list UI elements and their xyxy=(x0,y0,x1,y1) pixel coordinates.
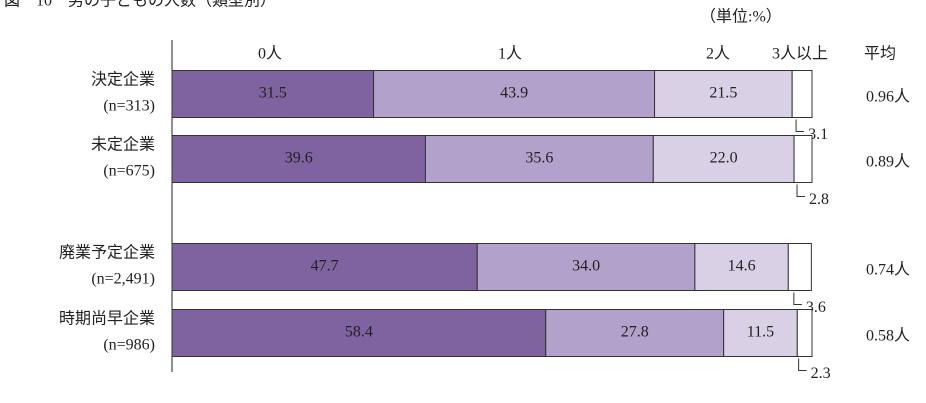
bar-segment xyxy=(791,70,813,118)
value-label: 35.6 xyxy=(525,150,553,167)
bar-segment xyxy=(171,70,375,118)
value-label: 34.0 xyxy=(572,258,600,275)
value-label: 27.8 xyxy=(621,324,649,341)
category-label: 時期尚早企業 xyxy=(59,310,155,328)
bar-segment xyxy=(171,135,426,183)
value-label: 31.5 xyxy=(259,85,287,102)
bar-segment xyxy=(373,70,656,118)
category-label: 決定企業 xyxy=(91,71,155,89)
value-label: 22.0 xyxy=(710,150,738,167)
value-label: 2.8 xyxy=(809,191,829,208)
bar-segment xyxy=(545,309,725,357)
category-label: 未定企業 xyxy=(91,136,155,154)
value-label: 47.7 xyxy=(311,258,339,275)
bar-segment xyxy=(424,135,654,183)
value-label: 43.9 xyxy=(500,85,528,102)
leader-line xyxy=(793,292,802,305)
bar-segment xyxy=(796,309,813,357)
average-label: 0.96人 xyxy=(866,88,910,106)
average-label: 0.74人 xyxy=(866,261,910,279)
bar-segment xyxy=(787,243,812,291)
category-label: 廃業予定企業 xyxy=(59,244,155,262)
value-label: 39.6 xyxy=(285,150,313,167)
bar-segment xyxy=(793,135,813,183)
value-label: 14.6 xyxy=(728,258,756,275)
chart-title: 図 10 男の子どもの人数（類型別） xyxy=(4,0,276,10)
average-label: 0.58人 xyxy=(866,327,910,345)
value-label: 3.1 xyxy=(808,126,828,143)
value-label: 2.3 xyxy=(811,365,831,382)
leader-line xyxy=(795,119,805,132)
value-label: 58.4 xyxy=(345,324,373,341)
legend-label: 1人 xyxy=(498,45,522,63)
unit-label: （単位:%） xyxy=(700,8,782,26)
bar-segment xyxy=(652,135,795,183)
value-label: 21.5 xyxy=(709,85,737,102)
leader-line xyxy=(796,184,806,197)
bar-segment xyxy=(654,70,793,118)
legend-label: 2人 xyxy=(706,45,730,63)
value-label: 11.5 xyxy=(747,324,774,341)
legend-label: 平均 xyxy=(864,45,896,63)
legend-label: 0人 xyxy=(258,45,282,63)
sample-size-label: (n=2,491) xyxy=(91,271,155,288)
sample-size-label: (n=675) xyxy=(103,163,155,180)
sample-size-label: (n=313) xyxy=(103,98,155,115)
legend-label: 3人以上 xyxy=(772,45,828,63)
leader-line xyxy=(798,358,807,371)
average-label: 0.89人 xyxy=(866,153,910,171)
sample-size-label: (n=986) xyxy=(103,337,155,354)
bar-segment xyxy=(171,243,478,291)
bar-segment xyxy=(723,309,798,357)
